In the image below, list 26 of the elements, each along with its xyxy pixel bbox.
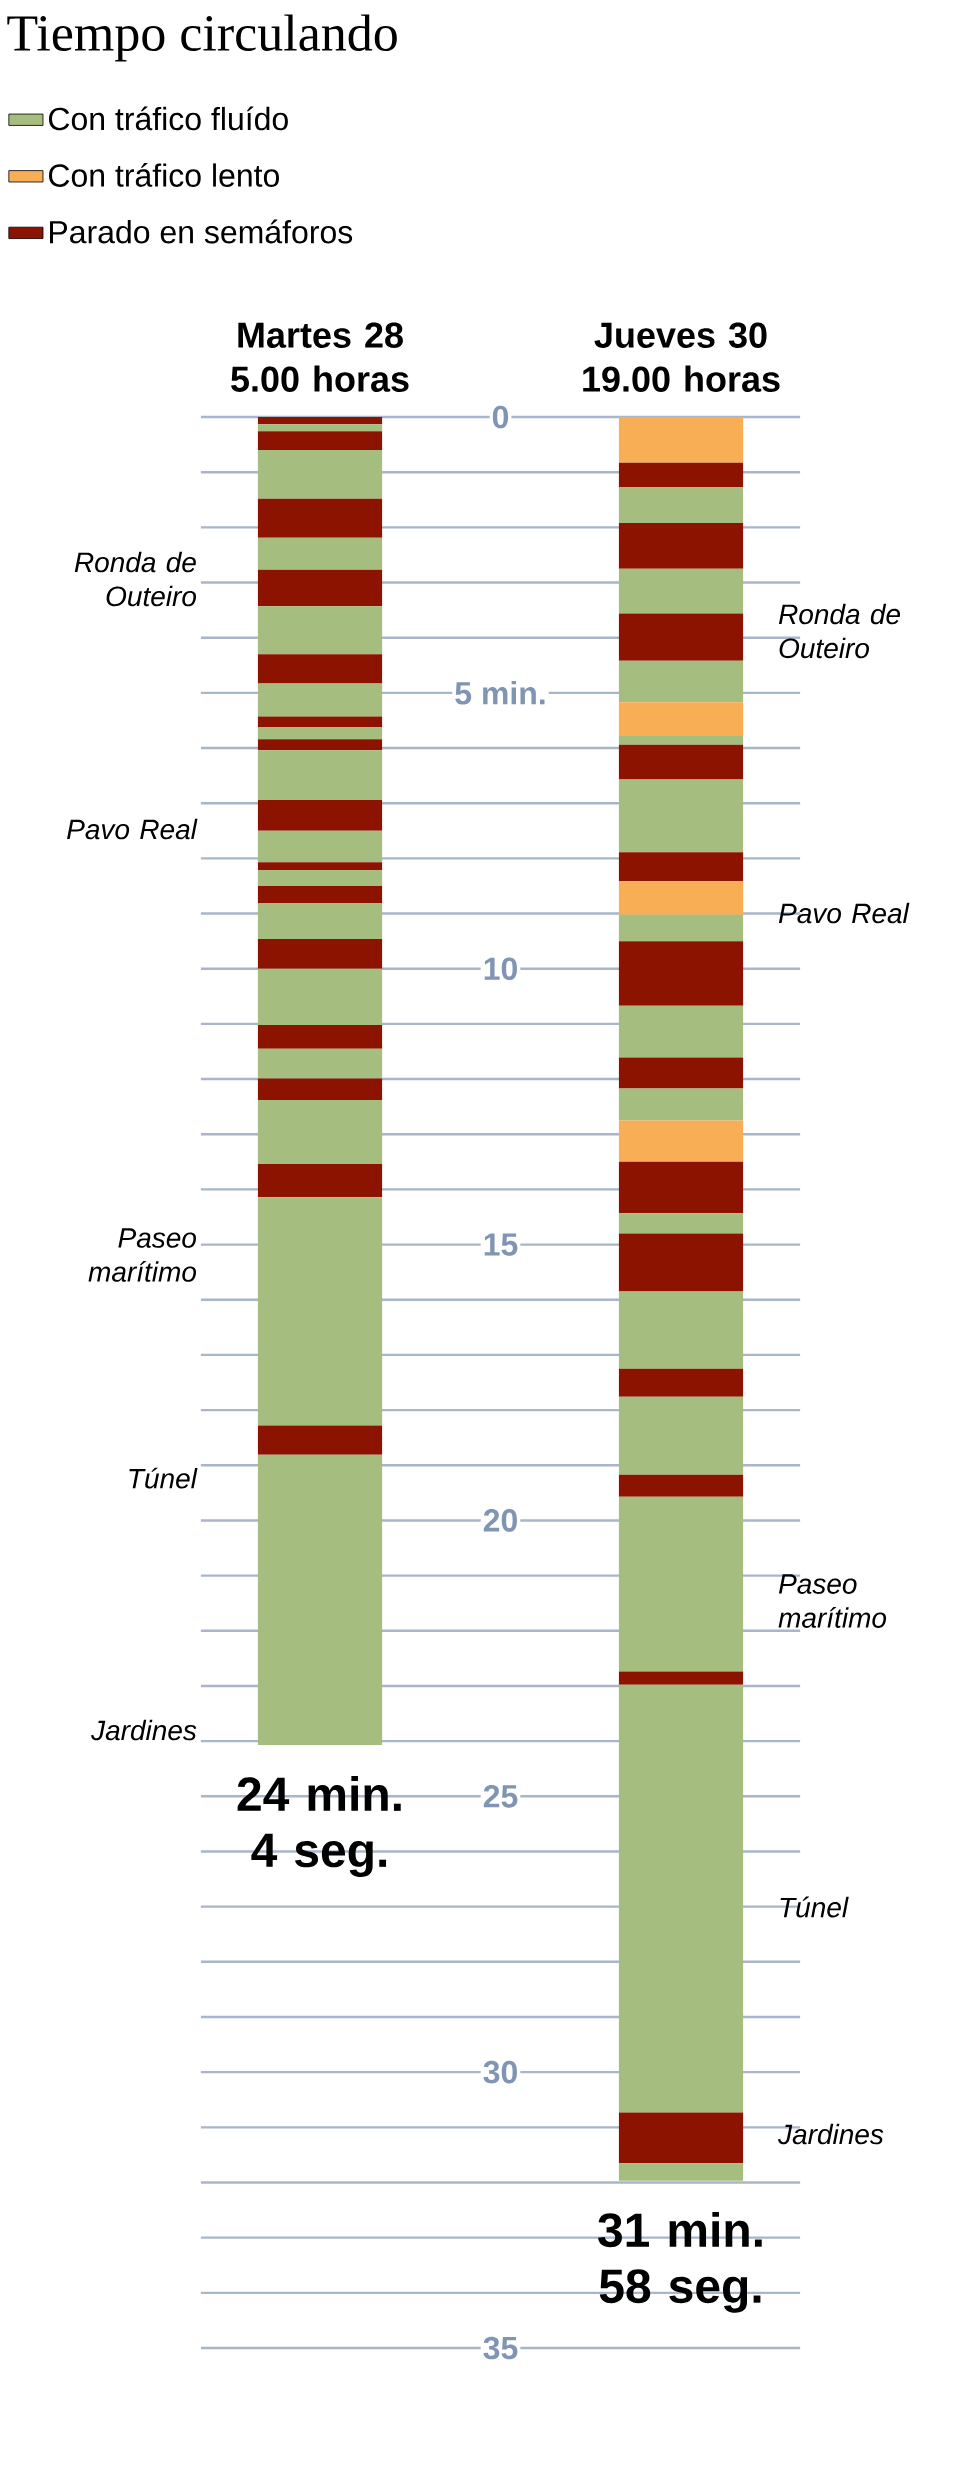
annotation: Ronda de Outeiro <box>778 603 901 659</box>
text: Túnel <box>129 1467 198 1489</box>
y-tick-label: 5 min. <box>455 681 545 705</box>
annotation: Pavo Real <box>778 902 910 924</box>
legend-label: Con tráfico fluído <box>49 106 288 131</box>
x-tick-label: Martes 28 5.00 horas <box>231 322 409 392</box>
y-tick-label: 15 <box>484 1233 518 1256</box>
y-tick-label: 25 <box>483 1784 518 1808</box>
y-tick-label: 0 <box>492 405 509 429</box>
legend-label: Parado en semáforos <box>50 219 353 244</box>
text: Jardines <box>91 1719 197 1741</box>
y-tick-label: 35 <box>483 2336 518 2360</box>
y-tick-label: 20 <box>483 1509 517 1532</box>
total-label: 24 min. 4 seg. <box>237 1776 401 1877</box>
y-tick-label: 30 <box>483 2060 517 2084</box>
annotation: Jardines <box>778 2123 884 2145</box>
text: Ronda de Outeiro <box>74 551 197 607</box>
total-label: 31 min. 58 seg. <box>598 2211 762 2313</box>
y-tick-label: 10 <box>484 957 517 981</box>
x-tick-label: Jueves 30 19.00 horas <box>583 322 780 392</box>
annotation: Paseo marítimo <box>778 1574 887 1628</box>
text: Paseo marítimo <box>88 1228 197 1282</box>
legend-label: Con tráfico lento <box>49 163 279 187</box>
chart-title: Tiempo circulando <box>7 14 397 62</box>
annotation: Túnel <box>780 1896 849 1918</box>
text: Pavo Real <box>67 818 198 840</box>
